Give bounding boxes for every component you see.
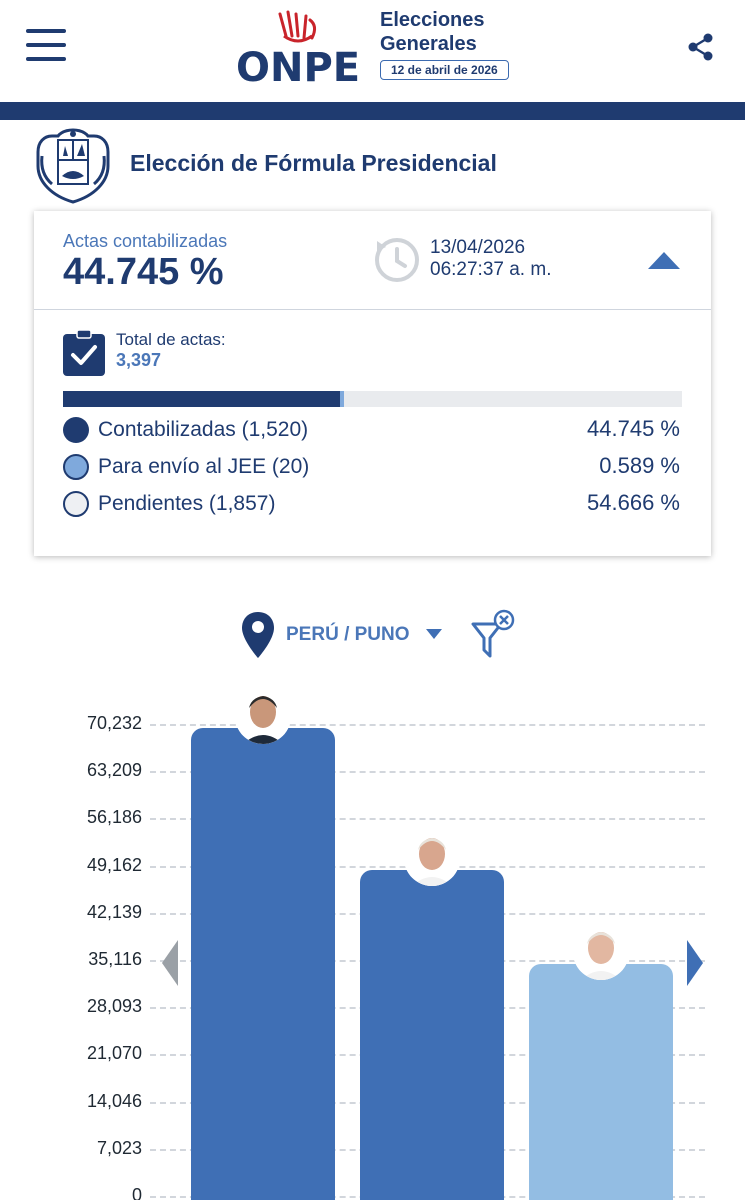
legend-row-pendientes: Pendientes (1,857) 54.666 %	[63, 488, 682, 518]
timestamp-date: 13/04/2026	[430, 237, 526, 258]
y-tick-label: 70,232	[86, 713, 142, 733]
actas-label: Actas contabilizadas	[63, 231, 228, 251]
gridline	[150, 818, 705, 821]
election-header: Elecciones Generales 12 de abril de 2026	[380, 8, 530, 80]
clock-refresh-icon	[375, 238, 419, 282]
gridline	[150, 771, 705, 774]
y-tick-label: 0	[131, 1185, 142, 1200]
card-header: Actas contabilizadas 44.745 % 13/04/2026…	[34, 211, 711, 310]
y-tick-label: 63,209	[86, 760, 142, 781]
share-icon[interactable]	[686, 32, 716, 62]
total-actas-value: 3,397	[116, 350, 162, 370]
header-title-line1: Elecciones	[380, 9, 485, 31]
legend-dot-contabilizadas	[63, 417, 89, 443]
collapse-caret-icon[interactable]	[646, 249, 682, 271]
actas-progress-bar	[63, 391, 682, 407]
candidate-bar[interactable]	[529, 964, 673, 1200]
chevron-down-icon[interactable]	[425, 628, 443, 640]
location-selector[interactable]: PERÚ / PUNO	[286, 624, 410, 645]
actas-percentage: 44.745 %	[63, 251, 224, 293]
legend-percentage: 54.666 %	[587, 490, 680, 515]
y-tick-label: 7,023	[96, 1137, 142, 1158]
header-title-line2: Generales	[380, 33, 477, 55]
y-tick-label: 42,139	[86, 901, 142, 922]
y-tick-label: 28,093	[86, 996, 142, 1017]
legend-label: Contabilizadas (1,520)	[98, 418, 309, 441]
legend-dot-jee	[63, 454, 89, 480]
y-tick-label: 49,162	[86, 854, 142, 875]
election-title: Elección de Fórmula Presidencial	[130, 150, 497, 176]
total-actas-label: Total de actas:	[116, 330, 226, 349]
filter-clear-icon[interactable]	[470, 608, 516, 660]
y-tick-label: 56,186	[86, 807, 142, 828]
legend-percentage: 44.745 %	[587, 416, 680, 441]
results-summary-card: Actas contabilizadas 44.745 % 13/04/2026…	[34, 211, 711, 556]
legend-row-jee: Para envío al JEE (20) 0.589 %	[63, 451, 682, 481]
header-divider	[0, 102, 745, 120]
onpe-logo: ONPE	[236, 8, 364, 88]
legend-label: Para envío al JEE (20)	[98, 455, 310, 478]
logo-text: ONPE	[236, 45, 361, 91]
chart-prev-arrow-icon[interactable]	[160, 938, 180, 988]
legend-label: Pendientes (1,857)	[98, 492, 276, 515]
y-tick-label: 35,116	[88, 949, 142, 969]
hamburger-menu-icon[interactable]	[26, 29, 66, 63]
legend-row-contabilizadas: Contabilizadas (1,520) 44.745 %	[63, 414, 682, 444]
legend-percentage: 0.589 %	[599, 453, 680, 478]
candidate-bar-chart: 70,232 63,209 56,186 49,162 42,139 35,116 28,0…	[0, 670, 745, 1200]
y-tick-label: 14,046	[86, 1090, 142, 1111]
location-pin-icon	[242, 612, 274, 658]
timestamp-time: 06:27:37 a. m.	[430, 259, 552, 280]
candidate-bar[interactable]	[360, 869, 504, 1200]
y-tick-label: 21,070	[86, 1043, 142, 1064]
election-date-badge: 12 de abril de 2026	[380, 60, 509, 80]
progress-jee	[340, 391, 344, 407]
gridline	[150, 724, 705, 726]
peru-coat-of-arms-icon	[36, 128, 110, 204]
clipboard-check-icon	[63, 329, 105, 376]
candidate-photo	[235, 688, 291, 744]
chart-next-arrow-icon[interactable]	[685, 938, 705, 988]
progress-contabilizadas	[63, 391, 340, 407]
candidate-photo	[573, 924, 629, 980]
voting-hand-icon	[278, 10, 317, 43]
candidate-photo	[404, 829, 460, 886]
top-bar: ONPE Elecciones Generales 12 de abril de…	[0, 0, 745, 102]
legend-dot-pendientes	[63, 491, 89, 517]
candidate-bar[interactable]	[191, 728, 335, 1200]
